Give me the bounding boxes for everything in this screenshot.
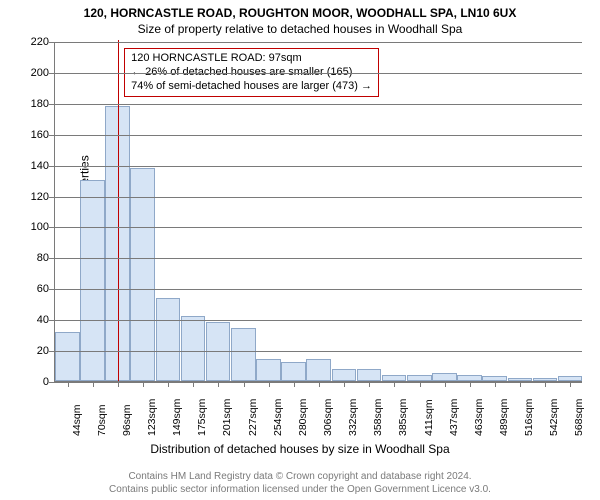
- x-tick-label: 175sqm: [196, 399, 208, 436]
- x-tick: [143, 381, 144, 387]
- gridline: [49, 42, 582, 43]
- histogram-bar: [130, 168, 155, 381]
- x-tick: [68, 381, 69, 387]
- x-tick-label: 516sqm: [523, 399, 535, 436]
- x-tick: [244, 381, 245, 387]
- chart-title-sub: Size of property relative to detached ho…: [0, 20, 600, 36]
- x-tick: [168, 381, 169, 387]
- x-tick-label: 463sqm: [473, 399, 485, 436]
- chart-container: Number of detached properties 120 HORNCA…: [0, 38, 600, 438]
- y-tick-label: 200: [19, 67, 49, 79]
- chart-title-main: 120, HORNCASTLE ROAD, ROUGHTON MOOR, WOO…: [0, 0, 600, 20]
- x-tick: [570, 381, 571, 387]
- gridline: [49, 104, 582, 105]
- y-tick-label: 80: [19, 252, 49, 264]
- x-tick: [369, 381, 370, 387]
- gridline: [49, 197, 582, 198]
- histogram-bar: [156, 298, 181, 381]
- histogram-bar: [281, 362, 306, 381]
- x-tick: [394, 381, 395, 387]
- y-tick-label: 160: [19, 129, 49, 141]
- x-tick: [420, 381, 421, 387]
- y-tick-label: 140: [19, 160, 49, 172]
- x-tick-label: 542sqm: [548, 399, 560, 436]
- x-tick-label: 358sqm: [372, 399, 384, 436]
- y-tick-label: 100: [19, 221, 49, 233]
- histogram-bar: [332, 369, 357, 381]
- histogram-bar: [306, 359, 331, 381]
- gridline: [49, 320, 582, 321]
- x-tick-label: 96sqm: [121, 404, 133, 436]
- y-tick-label: 120: [19, 191, 49, 203]
- x-tick-label: 123sqm: [146, 399, 158, 436]
- histogram-bar: [55, 332, 80, 381]
- x-tick: [470, 381, 471, 387]
- info-line-3: 74% of semi-detached houses are larger (…: [131, 80, 372, 94]
- x-tick-label: 149sqm: [171, 399, 183, 436]
- histogram-bar: [231, 328, 256, 381]
- histogram-bar: [432, 373, 457, 381]
- x-tick-label: 437sqm: [448, 399, 460, 436]
- y-tick-label: 180: [19, 98, 49, 110]
- x-tick: [193, 381, 194, 387]
- x-axis-title: Distribution of detached houses by size …: [0, 442, 600, 456]
- histogram-bar: [357, 369, 382, 381]
- x-tick: [93, 381, 94, 387]
- x-tick-label: 254sqm: [272, 399, 284, 436]
- y-tick-label: 40: [19, 314, 49, 326]
- y-tick-label: 60: [19, 283, 49, 295]
- gridline: [49, 166, 582, 167]
- gridline: [49, 73, 582, 74]
- x-tick: [319, 381, 320, 387]
- y-tick-label: 20: [19, 345, 49, 357]
- x-tick-label: 385sqm: [397, 399, 409, 436]
- x-tick: [445, 381, 446, 387]
- x-tick: [269, 381, 270, 387]
- footer-line-1: Contains HM Land Registry data © Crown c…: [0, 470, 600, 483]
- x-tick-label: 201sqm: [221, 399, 233, 436]
- x-tick-label: 568sqm: [573, 399, 585, 436]
- property-marker-line: [118, 40, 119, 381]
- x-tick-label: 280sqm: [297, 399, 309, 436]
- gridline: [49, 258, 582, 259]
- y-tick-label: 220: [19, 36, 49, 48]
- x-tick: [118, 381, 119, 387]
- plot-area: 120 HORNCASTLE ROAD: 97sqm ← 26% of deta…: [54, 42, 582, 382]
- footer-attribution: Contains HM Land Registry data © Crown c…: [0, 470, 600, 496]
- gridline: [49, 289, 582, 290]
- x-tick-labels: 44sqm 70sqm 96sqm 123sqm 149sqm 175sqm 201sqm 2…: [54, 388, 582, 438]
- x-tick-label: 227sqm: [247, 399, 259, 436]
- footer-line-2: Contains public sector information licen…: [0, 483, 600, 496]
- x-tick: [545, 381, 546, 387]
- x-tick: [294, 381, 295, 387]
- x-tick: [218, 381, 219, 387]
- x-tick: [344, 381, 345, 387]
- histogram-bar: [256, 359, 281, 381]
- info-line-1: 120 HORNCASTLE ROAD: 97sqm: [131, 52, 372, 66]
- x-tick-label: 44sqm: [71, 404, 83, 436]
- histogram-bar: [181, 316, 206, 381]
- x-tick-label: 489sqm: [498, 399, 510, 436]
- x-tick-label: 332sqm: [347, 399, 359, 436]
- gridline: [49, 227, 582, 228]
- gridline: [49, 135, 582, 136]
- y-tick-label: 0: [19, 376, 49, 388]
- x-tick-label: 306sqm: [322, 399, 334, 436]
- gridline: [49, 382, 582, 383]
- x-tick-label: 70sqm: [96, 404, 108, 436]
- x-tick: [520, 381, 521, 387]
- x-tick: [495, 381, 496, 387]
- gridline: [49, 351, 582, 352]
- x-tick-label: 411sqm: [423, 399, 435, 436]
